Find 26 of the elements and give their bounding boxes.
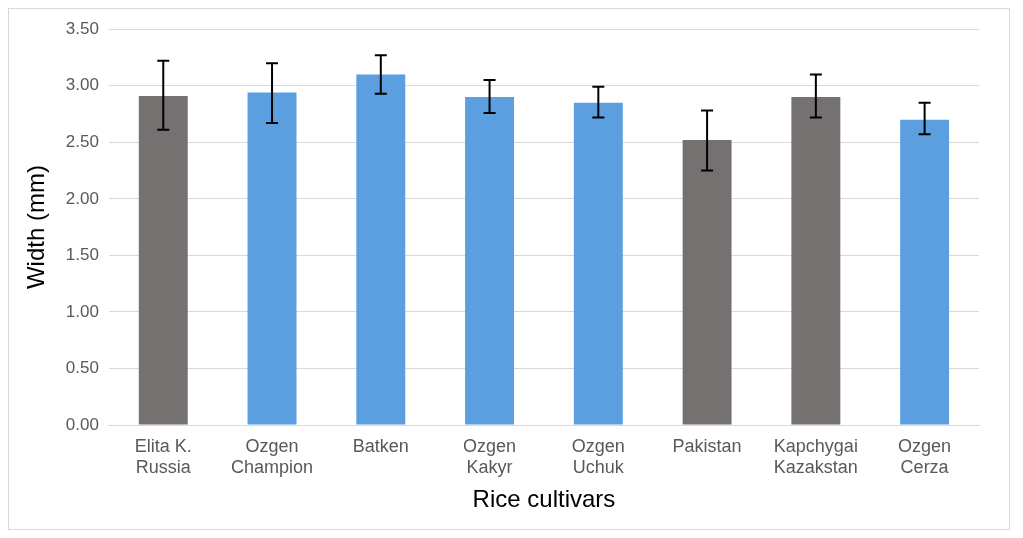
x-tick-label: Ozgen Kakyr (463, 435, 517, 478)
x-axis-title: Rice cultivars (472, 485, 616, 513)
x-tick-label: Batken (352, 435, 409, 456)
bar (573, 102, 623, 425)
x-tick-label: Pakistan (672, 435, 742, 456)
bar (138, 95, 188, 425)
bar (465, 97, 515, 425)
y-tick-label: 1.50 (65, 245, 99, 265)
y-tick-label: 2.50 (65, 131, 99, 151)
bar (900, 119, 950, 425)
y-tick-label: 0.00 (65, 414, 99, 434)
bar (682, 140, 732, 425)
bar (791, 97, 841, 425)
bar (247, 92, 297, 425)
y-tick-label: 0.50 (65, 358, 99, 378)
y-tick-label: 3.50 (65, 18, 99, 38)
x-tick-label: Kapchygai Kazakstan (773, 435, 858, 478)
y-tick-label: 1.00 (65, 301, 99, 321)
y-axis-title: Width (mm) (22, 165, 50, 290)
x-tick-label: Ozgen Champion (231, 435, 314, 478)
y-tick-label: 3.00 (65, 75, 99, 95)
x-tick-label: Ozgen Uchuk (571, 435, 625, 478)
y-tick-label: 2.00 (65, 188, 99, 208)
x-tick-label: Elita K. Russia (134, 435, 192, 478)
x-tick-label: Ozgen Cerza (898, 435, 952, 478)
bar (356, 74, 406, 425)
